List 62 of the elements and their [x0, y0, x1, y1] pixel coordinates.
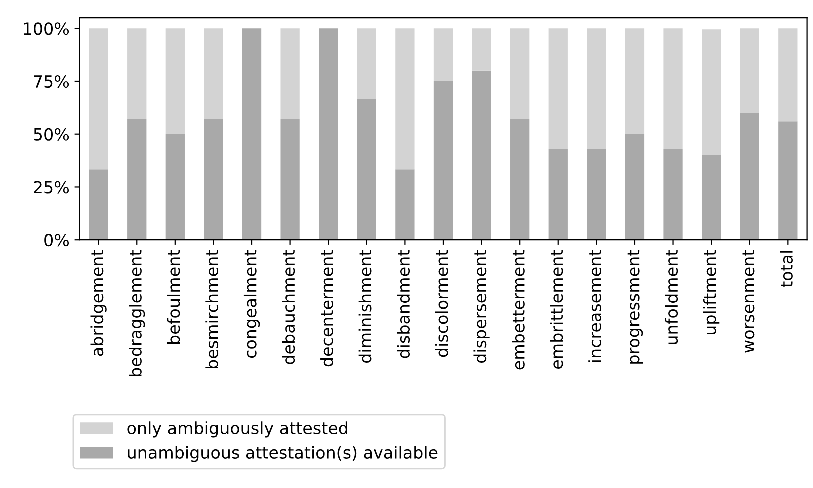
bar — [587, 28, 606, 150]
x-tick-label: dispersement — [474, 250, 490, 364]
bar — [702, 156, 722, 240]
y-tick-label: 50% — [34, 128, 70, 141]
bar — [434, 28, 454, 82]
legend-label: only ambiguously attested — [128, 422, 348, 438]
bar — [625, 28, 645, 134]
x-tick-label: befoulment — [167, 250, 180, 344]
bar — [280, 28, 300, 120]
y-tick-label: 25% — [34, 181, 70, 194]
x-tick-label: increasement — [588, 250, 602, 362]
bar — [434, 81, 454, 240]
x-tick-label: diminishment — [358, 250, 372, 363]
bar — [319, 28, 338, 240]
bar — [472, 28, 492, 71]
bar — [778, 122, 798, 240]
bar — [204, 28, 224, 120]
bar — [664, 28, 683, 150]
bar — [740, 28, 760, 114]
x-tick-label: total — [780, 251, 793, 288]
bar — [396, 170, 415, 240]
bar — [166, 28, 185, 134]
y-tick-label: 100% — [24, 22, 70, 36]
bar — [664, 149, 683, 240]
x-tick-label: embrittlement — [550, 250, 564, 369]
bar — [166, 134, 185, 240]
bar — [740, 113, 760, 240]
bar — [204, 119, 224, 240]
bar — [702, 30, 722, 156]
x-tick-label: bedragglement — [129, 250, 146, 376]
x-tick-label: embetterment — [512, 250, 525, 370]
x-tick-label: decenterment — [320, 250, 334, 367]
bar — [357, 99, 376, 240]
x-tick-label: progressment — [628, 250, 644, 364]
x-tick-label: abridgement — [90, 250, 107, 356]
x-tick-label: besmirchment — [206, 250, 219, 368]
x-tick-label: disbandment — [397, 250, 410, 358]
bar — [357, 28, 376, 100]
legend-label: unambiguous attestation(s) available — [128, 446, 438, 462]
x-tick-label: congealment — [244, 250, 260, 358]
bar — [625, 134, 645, 240]
bar — [510, 119, 530, 240]
y-tick-label: 0% — [44, 234, 70, 247]
bar — [89, 170, 108, 240]
bar — [89, 28, 108, 170]
bar — [280, 119, 300, 240]
bar — [128, 28, 147, 120]
bar — [242, 28, 262, 240]
bar — [472, 70, 492, 240]
x-tick-label: worsenment — [742, 250, 755, 353]
bar — [396, 28, 415, 170]
bar — [587, 149, 606, 240]
bar — [128, 119, 147, 240]
bar — [548, 149, 568, 240]
bar — [778, 28, 798, 122]
y-tick-label: 75% — [34, 75, 70, 88]
x-tick-label: debauchment — [282, 250, 296, 364]
bar — [548, 28, 568, 150]
x-tick-label: upliftment — [704, 250, 720, 334]
bar — [510, 28, 530, 120]
x-tick-label: discolorment — [435, 250, 448, 358]
x-tick-label: unfoldment — [665, 250, 678, 344]
